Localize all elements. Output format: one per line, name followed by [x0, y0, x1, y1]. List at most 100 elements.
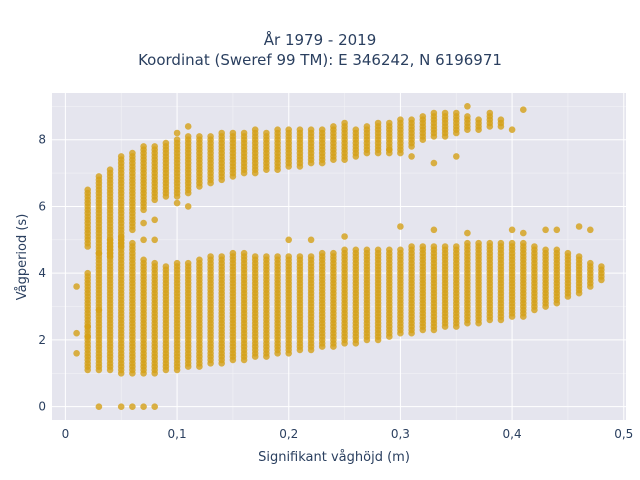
- data-point: [307, 253, 315, 260]
- data-point: [475, 116, 482, 123]
- data-point: [285, 253, 293, 260]
- data-point: [508, 126, 516, 133]
- data-point: [363, 246, 371, 254]
- data-point: [397, 149, 404, 157]
- data-point: [330, 123, 337, 130]
- data-point: [117, 153, 125, 160]
- data-point: [508, 239, 516, 247]
- data-point: [307, 236, 315, 244]
- data-point: [453, 109, 460, 117]
- data-point: [542, 226, 549, 234]
- data-point: [464, 239, 471, 247]
- data-point: [531, 243, 538, 250]
- data-point: [386, 146, 393, 153]
- data-point: [84, 323, 91, 330]
- chart-title: År 1979 - 2019: [264, 30, 377, 49]
- data-point: [374, 119, 382, 127]
- data-point: [430, 109, 438, 117]
- data-point: [151, 259, 158, 267]
- data-point: [464, 103, 471, 110]
- data-point: [386, 246, 393, 254]
- data-point: [430, 159, 438, 167]
- x-tick-label: 0,5: [614, 427, 633, 441]
- data-point: [397, 116, 404, 123]
- data-point: [296, 253, 304, 260]
- data-point: [218, 129, 225, 137]
- x-axis-ticks: 0 0,1 0,2 0,3 0,4 0,5: [62, 427, 634, 441]
- data-point: [196, 256, 203, 264]
- data-point: [497, 239, 505, 247]
- data-point: [140, 143, 147, 150]
- data-point: [542, 246, 549, 254]
- data-point: [587, 226, 594, 234]
- data-point: [196, 133, 203, 140]
- data-point: [520, 239, 527, 247]
- data-point: [263, 129, 270, 137]
- data-point: [374, 246, 382, 254]
- data-point: [84, 269, 91, 277]
- data-point: [274, 253, 281, 260]
- data-point: [240, 129, 248, 137]
- data-point: [129, 239, 136, 247]
- data-point: [173, 129, 181, 137]
- data-point: [520, 229, 527, 237]
- data-point: [106, 166, 114, 173]
- data-point: [419, 113, 427, 120]
- data-point: [129, 403, 136, 411]
- y-tick-label: 0: [38, 400, 46, 414]
- data-point: [453, 243, 460, 250]
- data-point: [140, 403, 147, 411]
- data-point: [408, 153, 415, 160]
- data-point: [508, 226, 516, 234]
- data-point: [419, 243, 427, 250]
- x-axis-title: Signifikant våghöjd (m): [258, 450, 410, 465]
- data-point: [341, 233, 348, 240]
- data-point: [229, 249, 237, 257]
- data-point: [240, 249, 248, 257]
- data-point: [598, 263, 605, 270]
- data-point: [441, 243, 449, 250]
- data-point: [430, 226, 438, 234]
- x-tick-label: 0,3: [391, 427, 410, 441]
- x-tick-label: 0,1: [168, 427, 187, 441]
- data-point: [95, 306, 103, 314]
- data-point: [318, 126, 326, 133]
- data-point: [274, 126, 281, 133]
- y-axis-ticks: 0 2 4 6 8: [38, 133, 46, 414]
- data-point: [173, 199, 181, 207]
- data-point: [352, 246, 360, 254]
- data-point: [430, 243, 438, 250]
- data-point: [207, 133, 214, 140]
- data-point: [140, 256, 147, 264]
- data-point: [151, 143, 158, 150]
- data-point: [95, 403, 103, 411]
- data-point: [162, 263, 170, 270]
- data-point: [218, 253, 225, 260]
- data-point: [184, 203, 192, 210]
- data-point: [117, 233, 125, 240]
- data-point: [520, 106, 527, 113]
- data-point: [587, 259, 594, 267]
- data-point: [140, 236, 147, 244]
- x-tick-label: 0,2: [279, 427, 298, 441]
- data-point: [95, 173, 103, 180]
- data-point: [207, 253, 214, 260]
- data-point: [553, 246, 561, 254]
- data-point: [151, 403, 158, 411]
- y-tick-label: 2: [38, 333, 46, 347]
- data-point: [464, 229, 471, 237]
- data-point: [285, 126, 293, 133]
- data-point: [341, 246, 348, 254]
- data-point: [386, 119, 393, 127]
- data-point: [296, 126, 304, 133]
- data-point: [184, 123, 192, 130]
- data-point: [263, 253, 270, 260]
- data-point: [397, 246, 404, 254]
- data-point: [408, 116, 415, 123]
- data-point: [173, 136, 181, 143]
- data-point: [117, 403, 125, 411]
- x-tick-label: 0,4: [503, 427, 522, 441]
- data-point: [575, 253, 583, 260]
- data-point: [486, 239, 494, 247]
